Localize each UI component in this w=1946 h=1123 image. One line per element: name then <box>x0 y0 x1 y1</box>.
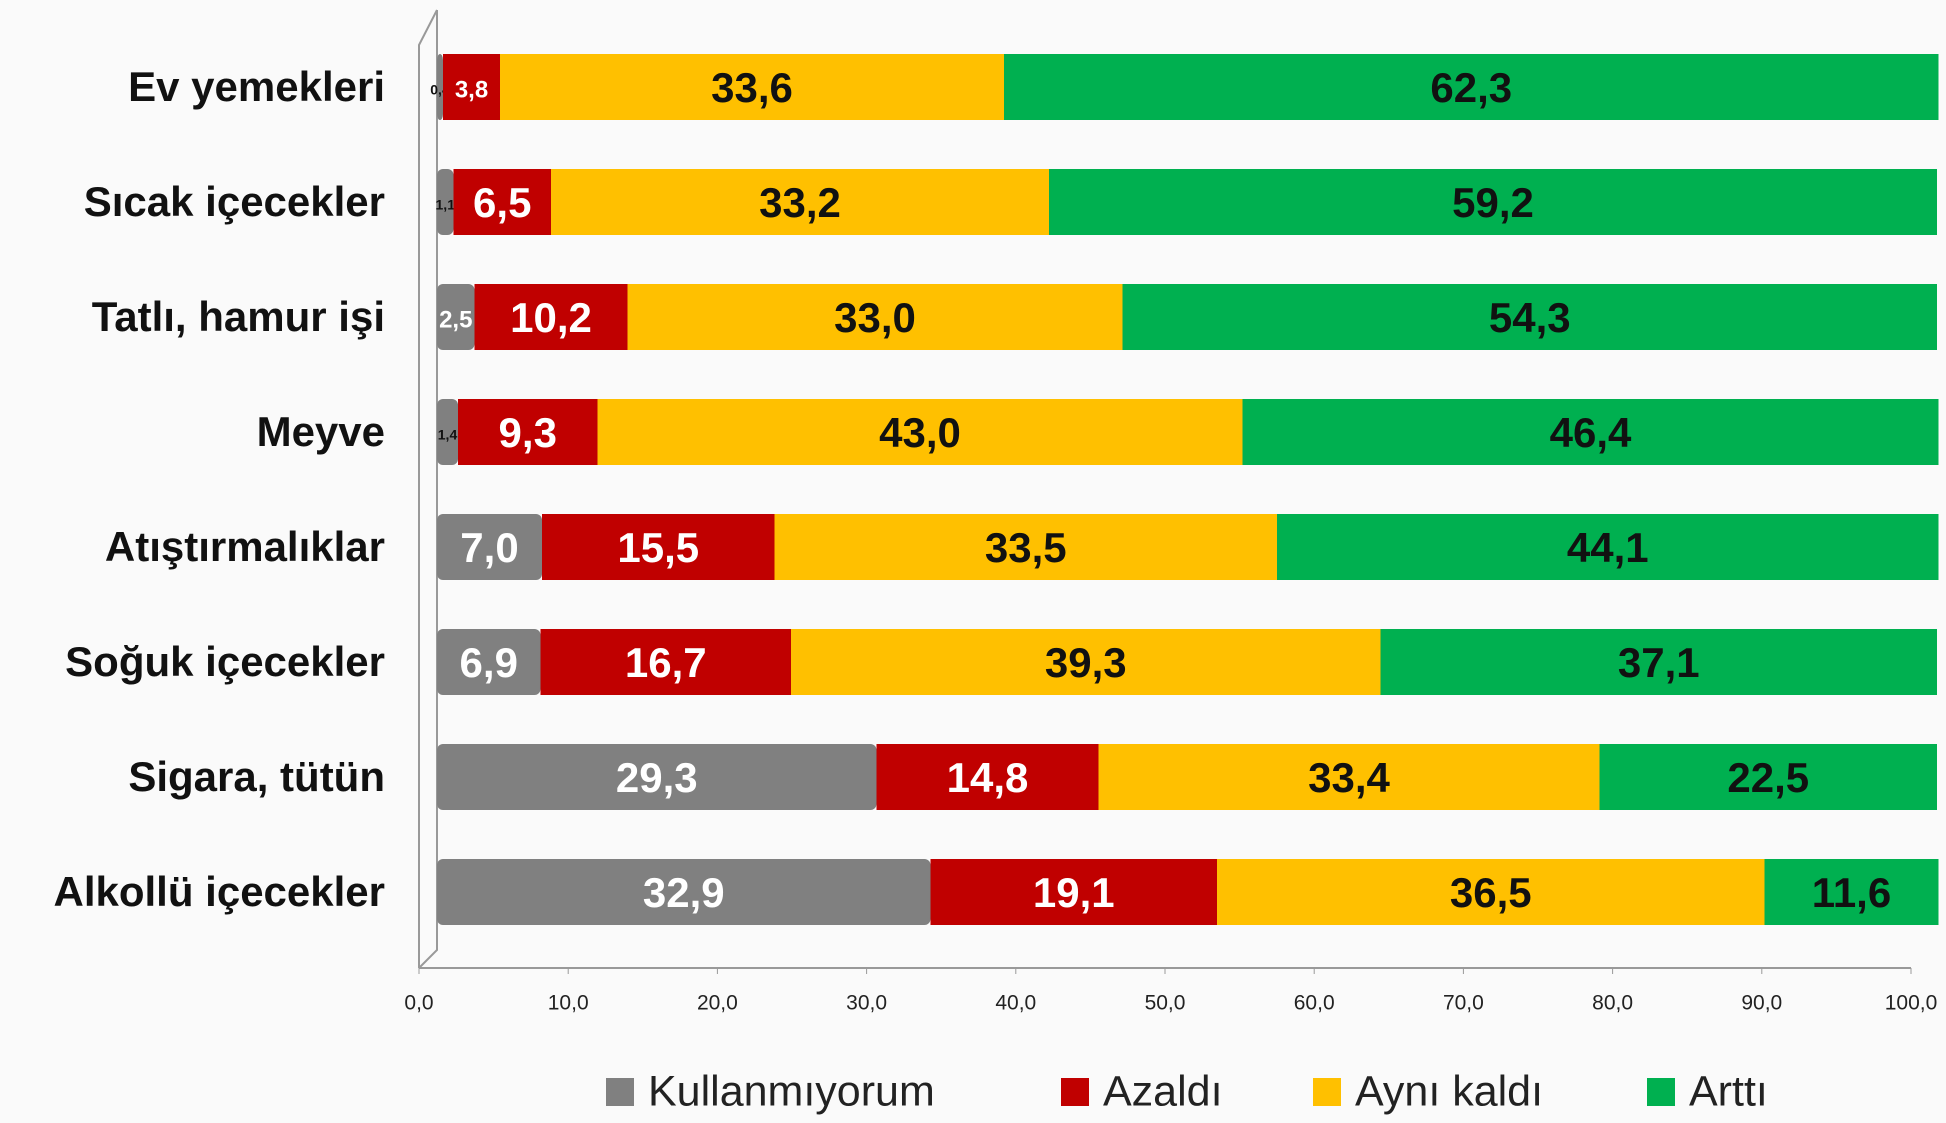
bar-segment <box>437 54 443 120</box>
bar-segment <box>1277 514 1939 580</box>
value-label: 10,2 <box>510 294 592 341</box>
value-label: 33,0 <box>834 294 916 341</box>
x-tick-label: 40,0 <box>995 992 1036 1015</box>
x-tick-label: 80,0 <box>1592 992 1633 1015</box>
value-label: 9,3 <box>499 409 557 456</box>
value-label: 2,5 <box>439 306 472 333</box>
bar-segment <box>437 744 877 810</box>
bar-segment <box>1764 859 1939 925</box>
value-label: 46,4 <box>1550 409 1632 456</box>
value-label: 6,5 <box>473 179 531 226</box>
value-label: 11,6 <box>1812 869 1891 916</box>
bar-segment <box>1098 744 1600 810</box>
value-label: 15,5 <box>617 524 699 571</box>
value-label: 1,1 <box>436 197 456 213</box>
legend-label: Kullanmıyorum <box>648 1067 935 1115</box>
bar-segment <box>437 399 458 465</box>
value-label: 33,4 <box>1308 754 1390 801</box>
value-label: 59,2 <box>1452 179 1534 226</box>
value-label: 44,1 <box>1567 524 1649 571</box>
bar-segment <box>930 859 1217 925</box>
value-label: 33,6 <box>711 64 793 111</box>
bar-segment <box>1242 399 1939 465</box>
value-label: 16,7 <box>625 639 707 686</box>
bar-segment <box>1049 169 1937 235</box>
value-label: 39,3 <box>1045 639 1127 686</box>
value-label: 37,1 <box>1618 639 1700 686</box>
x-tick-label: 20,0 <box>697 992 738 1015</box>
value-label: 62,3 <box>1430 64 1512 111</box>
axis-frame <box>418 9 1911 969</box>
bar-segment <box>1122 284 1937 350</box>
value-label: 32,9 <box>643 869 725 916</box>
x-tick-label: 90,0 <box>1741 992 1782 1015</box>
bar-segment <box>437 169 454 235</box>
bar-segment <box>453 169 551 235</box>
bar-segment <box>774 514 1277 580</box>
legend-swatch <box>1313 1078 1341 1106</box>
value-label: 14,8 <box>947 754 1029 801</box>
bar-segment <box>791 629 1381 695</box>
category-label: Atıştırmalıklar <box>105 523 385 570</box>
bar-segment <box>597 399 1243 465</box>
bar-segment <box>542 514 775 580</box>
bar-segment <box>437 514 542 580</box>
bar-segment <box>1599 744 1937 810</box>
bar-segment <box>474 284 628 350</box>
legend-swatch <box>606 1078 634 1106</box>
x-tick-label: 100,0 <box>1885 992 1938 1015</box>
x-tick-label: 50,0 <box>1145 992 1186 1015</box>
legend-label: Aynı kaldı <box>1355 1067 1543 1115</box>
bar-segment <box>1004 54 1939 120</box>
legend-label: Azaldı <box>1103 1067 1223 1115</box>
bar-segment <box>551 169 1049 235</box>
category-label: Ev yemekleri <box>128 63 385 110</box>
legend-swatch <box>1061 1078 1089 1106</box>
bar-segment <box>437 284 475 350</box>
value-label: 29,3 <box>616 754 698 801</box>
bar-segment <box>876 744 1099 810</box>
bar-segment <box>1217 859 1765 925</box>
bar-segment <box>443 54 500 120</box>
bar-segment <box>1380 629 1937 695</box>
x-tick-label: 70,0 <box>1443 992 1484 1015</box>
x-tick-label: 0,0 <box>404 992 433 1015</box>
category-label: Soğuk içecekler <box>65 638 385 685</box>
value-label: 22,5 <box>1727 754 1809 801</box>
value-label: 7,0 <box>460 524 518 571</box>
value-label: 36,5 <box>1450 869 1532 916</box>
legend-label: Arttı <box>1689 1067 1768 1115</box>
category-label: Sıcak içecekler <box>84 178 385 225</box>
category-label: Alkollü içecekler <box>53 868 385 915</box>
category-label: Tatlı, hamur işi <box>92 293 385 340</box>
x-tick-label: 60,0 <box>1294 992 1335 1015</box>
value-label: 54,3 <box>1489 294 1571 341</box>
category-label: Sigara, tütün <box>128 753 385 800</box>
value-label: 19,1 <box>1033 869 1115 916</box>
bar-segment <box>437 629 541 695</box>
bar-segment <box>627 284 1123 350</box>
x-tick-label: 30,0 <box>846 992 887 1015</box>
bar-segment <box>540 629 791 695</box>
bar-segment <box>458 399 598 465</box>
legend-swatch <box>1647 1078 1675 1106</box>
value-label: 6,9 <box>460 639 518 686</box>
bar-segment <box>500 54 1004 120</box>
value-label: 43,0 <box>879 409 961 456</box>
bar-segment <box>437 859 931 925</box>
value-label: 33,2 <box>759 179 841 226</box>
x-tick-label: 10,0 <box>548 992 589 1015</box>
category-label: Meyve <box>257 408 385 455</box>
value-label: 3,8 <box>455 76 488 103</box>
value-label: 33,5 <box>985 524 1067 571</box>
value-label: 1,4 <box>438 427 458 443</box>
